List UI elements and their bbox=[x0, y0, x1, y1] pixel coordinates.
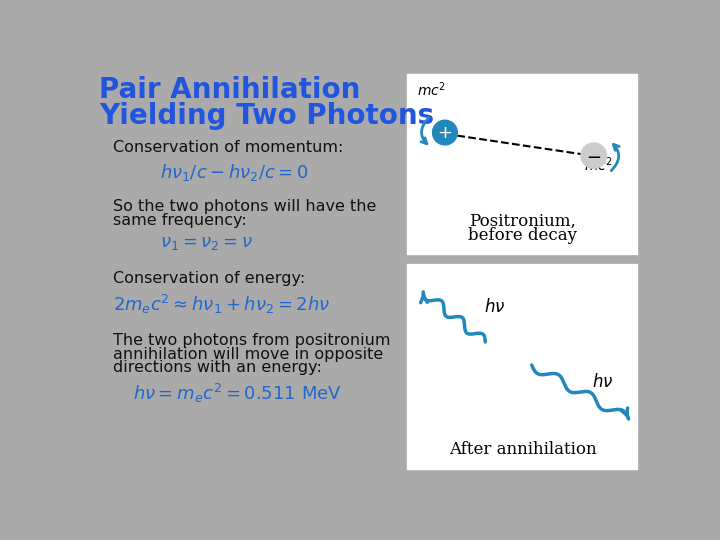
Text: $h\nu_1 / c - h\nu_2 / c = 0$: $h\nu_1 / c - h\nu_2 / c = 0$ bbox=[160, 162, 308, 183]
Text: annihilation will move in opposite: annihilation will move in opposite bbox=[113, 347, 384, 362]
Text: $+$: $+$ bbox=[437, 124, 452, 141]
Text: $2m_e c^2 \approx h\nu_1 + h\nu_2 = 2h\nu$: $2m_e c^2 \approx h\nu_1 + h\nu_2 = 2h\n… bbox=[113, 293, 330, 316]
Text: So the two photons will have the: So the two photons will have the bbox=[113, 199, 377, 214]
Text: Pair Annihilation: Pair Annihilation bbox=[99, 76, 361, 104]
Text: Positronium,: Positronium, bbox=[469, 213, 576, 230]
FancyBboxPatch shape bbox=[406, 72, 639, 256]
Text: $mc^2$: $mc^2$ bbox=[417, 80, 446, 99]
Text: $h\nu = m_e c^2 = 0.511\ \mathrm{MeV}$: $h\nu = m_e c^2 = 0.511\ \mathrm{MeV}$ bbox=[132, 382, 341, 405]
Text: Conservation of energy:: Conservation of energy: bbox=[113, 271, 305, 286]
Text: directions with an energy:: directions with an energy: bbox=[113, 361, 322, 375]
Text: $-$: $-$ bbox=[586, 147, 601, 165]
Text: Yielding Two Photons: Yielding Two Photons bbox=[99, 102, 434, 130]
FancyBboxPatch shape bbox=[406, 264, 639, 471]
Text: The two photons from positronium: The two photons from positronium bbox=[113, 333, 391, 348]
Text: After annihilation: After annihilation bbox=[449, 441, 596, 457]
Text: $mc^2$: $mc^2$ bbox=[585, 156, 613, 174]
Text: $h\nu$: $h\nu$ bbox=[484, 298, 505, 316]
Circle shape bbox=[581, 143, 606, 168]
Circle shape bbox=[433, 120, 457, 145]
Text: $\nu_1 = \nu_2 = \nu$: $\nu_1 = \nu_2 = \nu$ bbox=[160, 234, 253, 252]
Text: Conservation of momentum:: Conservation of momentum: bbox=[113, 140, 343, 156]
Text: before decay: before decay bbox=[468, 226, 577, 244]
Text: $h\nu$: $h\nu$ bbox=[593, 373, 613, 391]
Text: same frequency:: same frequency: bbox=[113, 213, 247, 228]
